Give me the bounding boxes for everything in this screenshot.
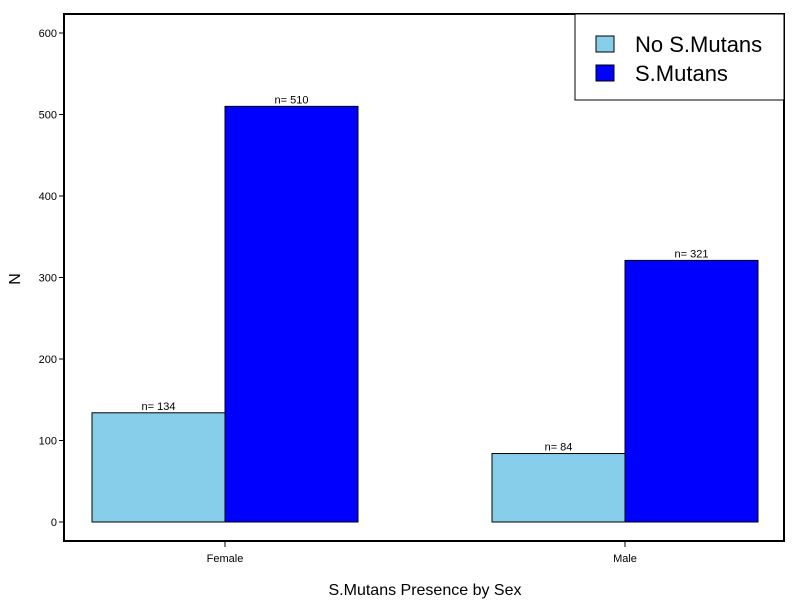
bar-value-label: n= 134 <box>142 401 176 413</box>
y-tick-label: 400 <box>39 191 57 203</box>
bar-value-label: n= 84 <box>545 442 573 454</box>
legend-swatch-no-s-mutans <box>595 35 615 53</box>
bar-value-label: n= 510 <box>275 94 309 106</box>
data-labels: n= 134 n= 510 n= 84 n= 321 <box>142 94 709 453</box>
y-tick-label: 500 <box>39 110 57 122</box>
y-tick-label: 200 <box>39 354 57 366</box>
y-tick-label: 300 <box>39 273 57 285</box>
x-tick-label: Male <box>613 553 637 565</box>
legend-label-s-mutans: S.Mutans <box>635 61 728 86</box>
y-tick-label: 100 <box>39 436 57 448</box>
bars <box>91 105 759 523</box>
x-tick-label: Female <box>207 553 244 565</box>
bar-male-no-s-mutans <box>491 453 626 523</box>
bar-male-s-mutans <box>624 259 759 523</box>
y-tick-label: 0 <box>51 517 57 529</box>
x-axis-title: S.Mutans Presence by Sex <box>329 582 522 599</box>
bar-female-s-mutans <box>224 105 359 523</box>
legend-swatch-s-mutans <box>595 64 615 82</box>
x-axis: Female Male <box>207 541 637 565</box>
legend-box <box>574 13 785 101</box>
y-axis-title: N <box>7 273 24 285</box>
bar-female-no-s-mutans <box>91 412 226 523</box>
y-tick-label: 600 <box>39 28 57 40</box>
legend: No S.Mutans S.Mutans <box>574 13 785 101</box>
y-axis: 0 100 200 300 400 500 600 <box>39 28 64 529</box>
bar-value-label: n= 321 <box>675 248 709 260</box>
legend-label-no-s-mutans: No S.Mutans <box>635 32 762 57</box>
